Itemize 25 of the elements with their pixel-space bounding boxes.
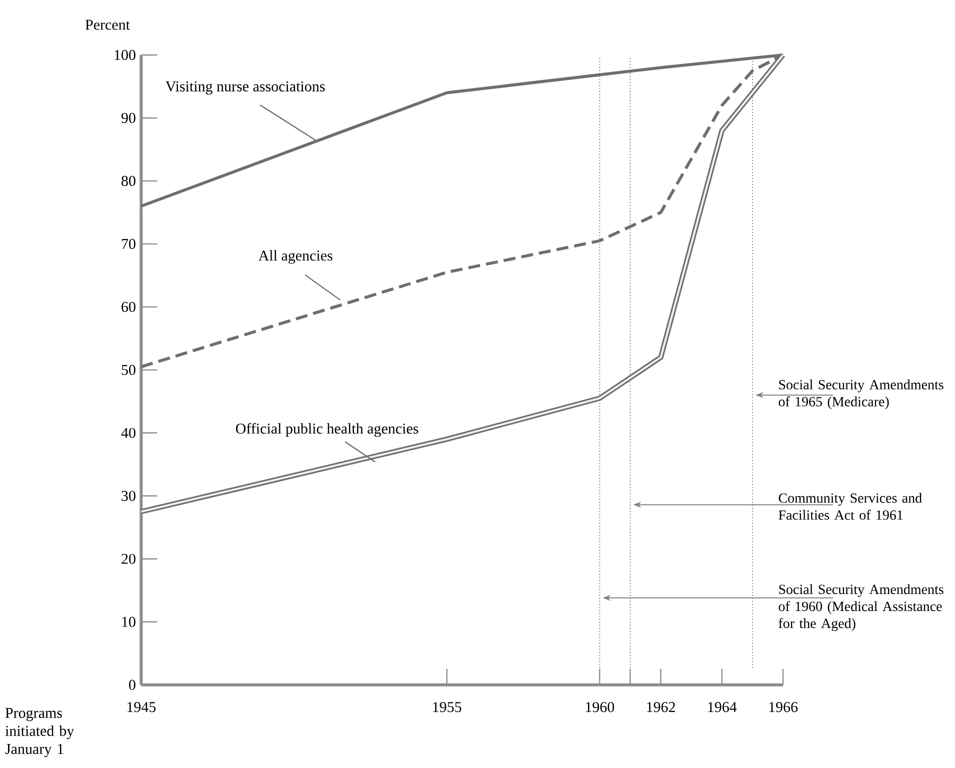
y-tick-label: 0: [129, 680, 136, 690]
x-tick-label: 1966: [769, 702, 798, 712]
y-tick-label: 30: [122, 490, 136, 502]
y-axis-title: Percent: [85, 20, 130, 30]
x-tick-label: 1955: [433, 702, 462, 712]
y-tick-label: 90: [121, 112, 136, 124]
y-tick-label: 60: [122, 302, 136, 312]
x-tick-label: 1962: [647, 702, 675, 712]
y-tick-label: 40: [121, 428, 136, 438]
ref-line-label: Social Security Amendments of 1965 (Medicare): [778, 380, 944, 410]
y-tick-label: 100: [114, 50, 136, 60]
y-tick-label: 70: [122, 238, 136, 250]
text: Visiting nurse associations: [166, 81, 325, 95]
y-tick-label: 50: [122, 364, 136, 376]
text: All agencies: [258, 250, 332, 264]
y-tick-label: 20: [122, 554, 136, 564]
ref-line-label: Community Services and Facilities Act of 1961: [778, 493, 922, 520]
x-tick-label: 1964: [708, 702, 737, 712]
x-tick-label: 1945: [127, 702, 156, 712]
ref-line-label: Social Security Amendments of 1960 (Medical Assistance for the Aged): [778, 584, 944, 632]
x-tick-label: 1960: [586, 702, 614, 712]
y-tick-label: 80: [122, 176, 136, 186]
x-axis-title: Programs initiated by January 1: [5, 708, 74, 758]
y-tick-label: 10: [122, 616, 136, 627]
series-label: Official public health agencies: [236, 423, 418, 437]
